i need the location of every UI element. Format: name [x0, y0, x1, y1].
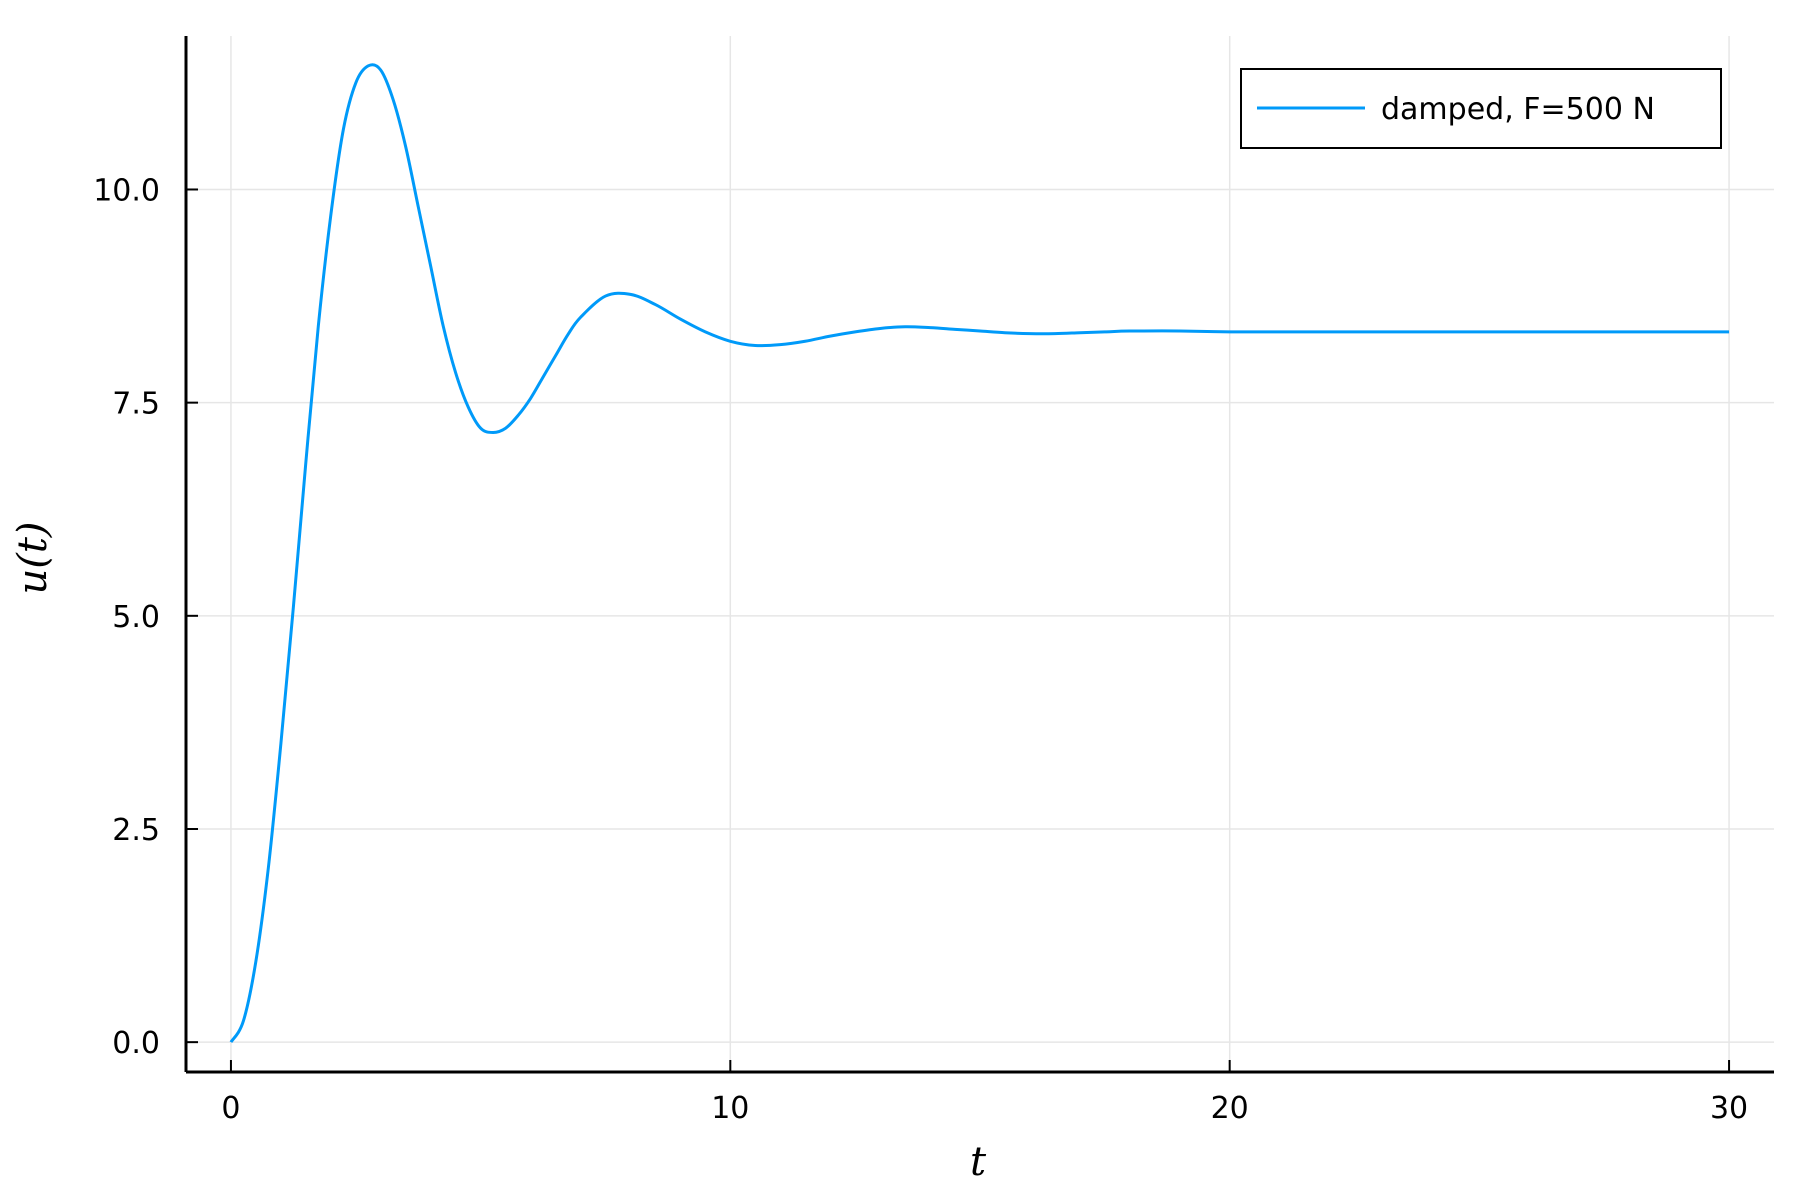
x-tick-label: 0: [221, 1091, 240, 1126]
x-tick-label: 30: [1710, 1091, 1748, 1126]
series-line: [229, 63, 1730, 1044]
y-axis-title: u(t): [10, 521, 56, 594]
y-tick-label: 2.5: [112, 813, 160, 848]
legend: damped, F=500 N: [1240, 68, 1722, 149]
axes: [184, 36, 1774, 1074]
x-tick-label: 20: [1211, 1091, 1249, 1126]
x-axis-title: t: [970, 1139, 987, 1185]
y-tick-label: 5.0: [112, 600, 160, 635]
grid-lines: [186, 36, 1774, 1072]
data-series: [229, 63, 1730, 1044]
y-tick-label: 7.5: [112, 387, 160, 422]
y-tick-label: 10.0: [93, 173, 160, 208]
tick-labels: 0 10 20 30 0.0 2.5 5.0 7.5 10.0: [93, 173, 1748, 1126]
y-tick-label: 0.0: [112, 1026, 160, 1061]
legend-label: damped, F=500 N: [1381, 92, 1655, 127]
x-tick-label: 10: [711, 1091, 749, 1126]
